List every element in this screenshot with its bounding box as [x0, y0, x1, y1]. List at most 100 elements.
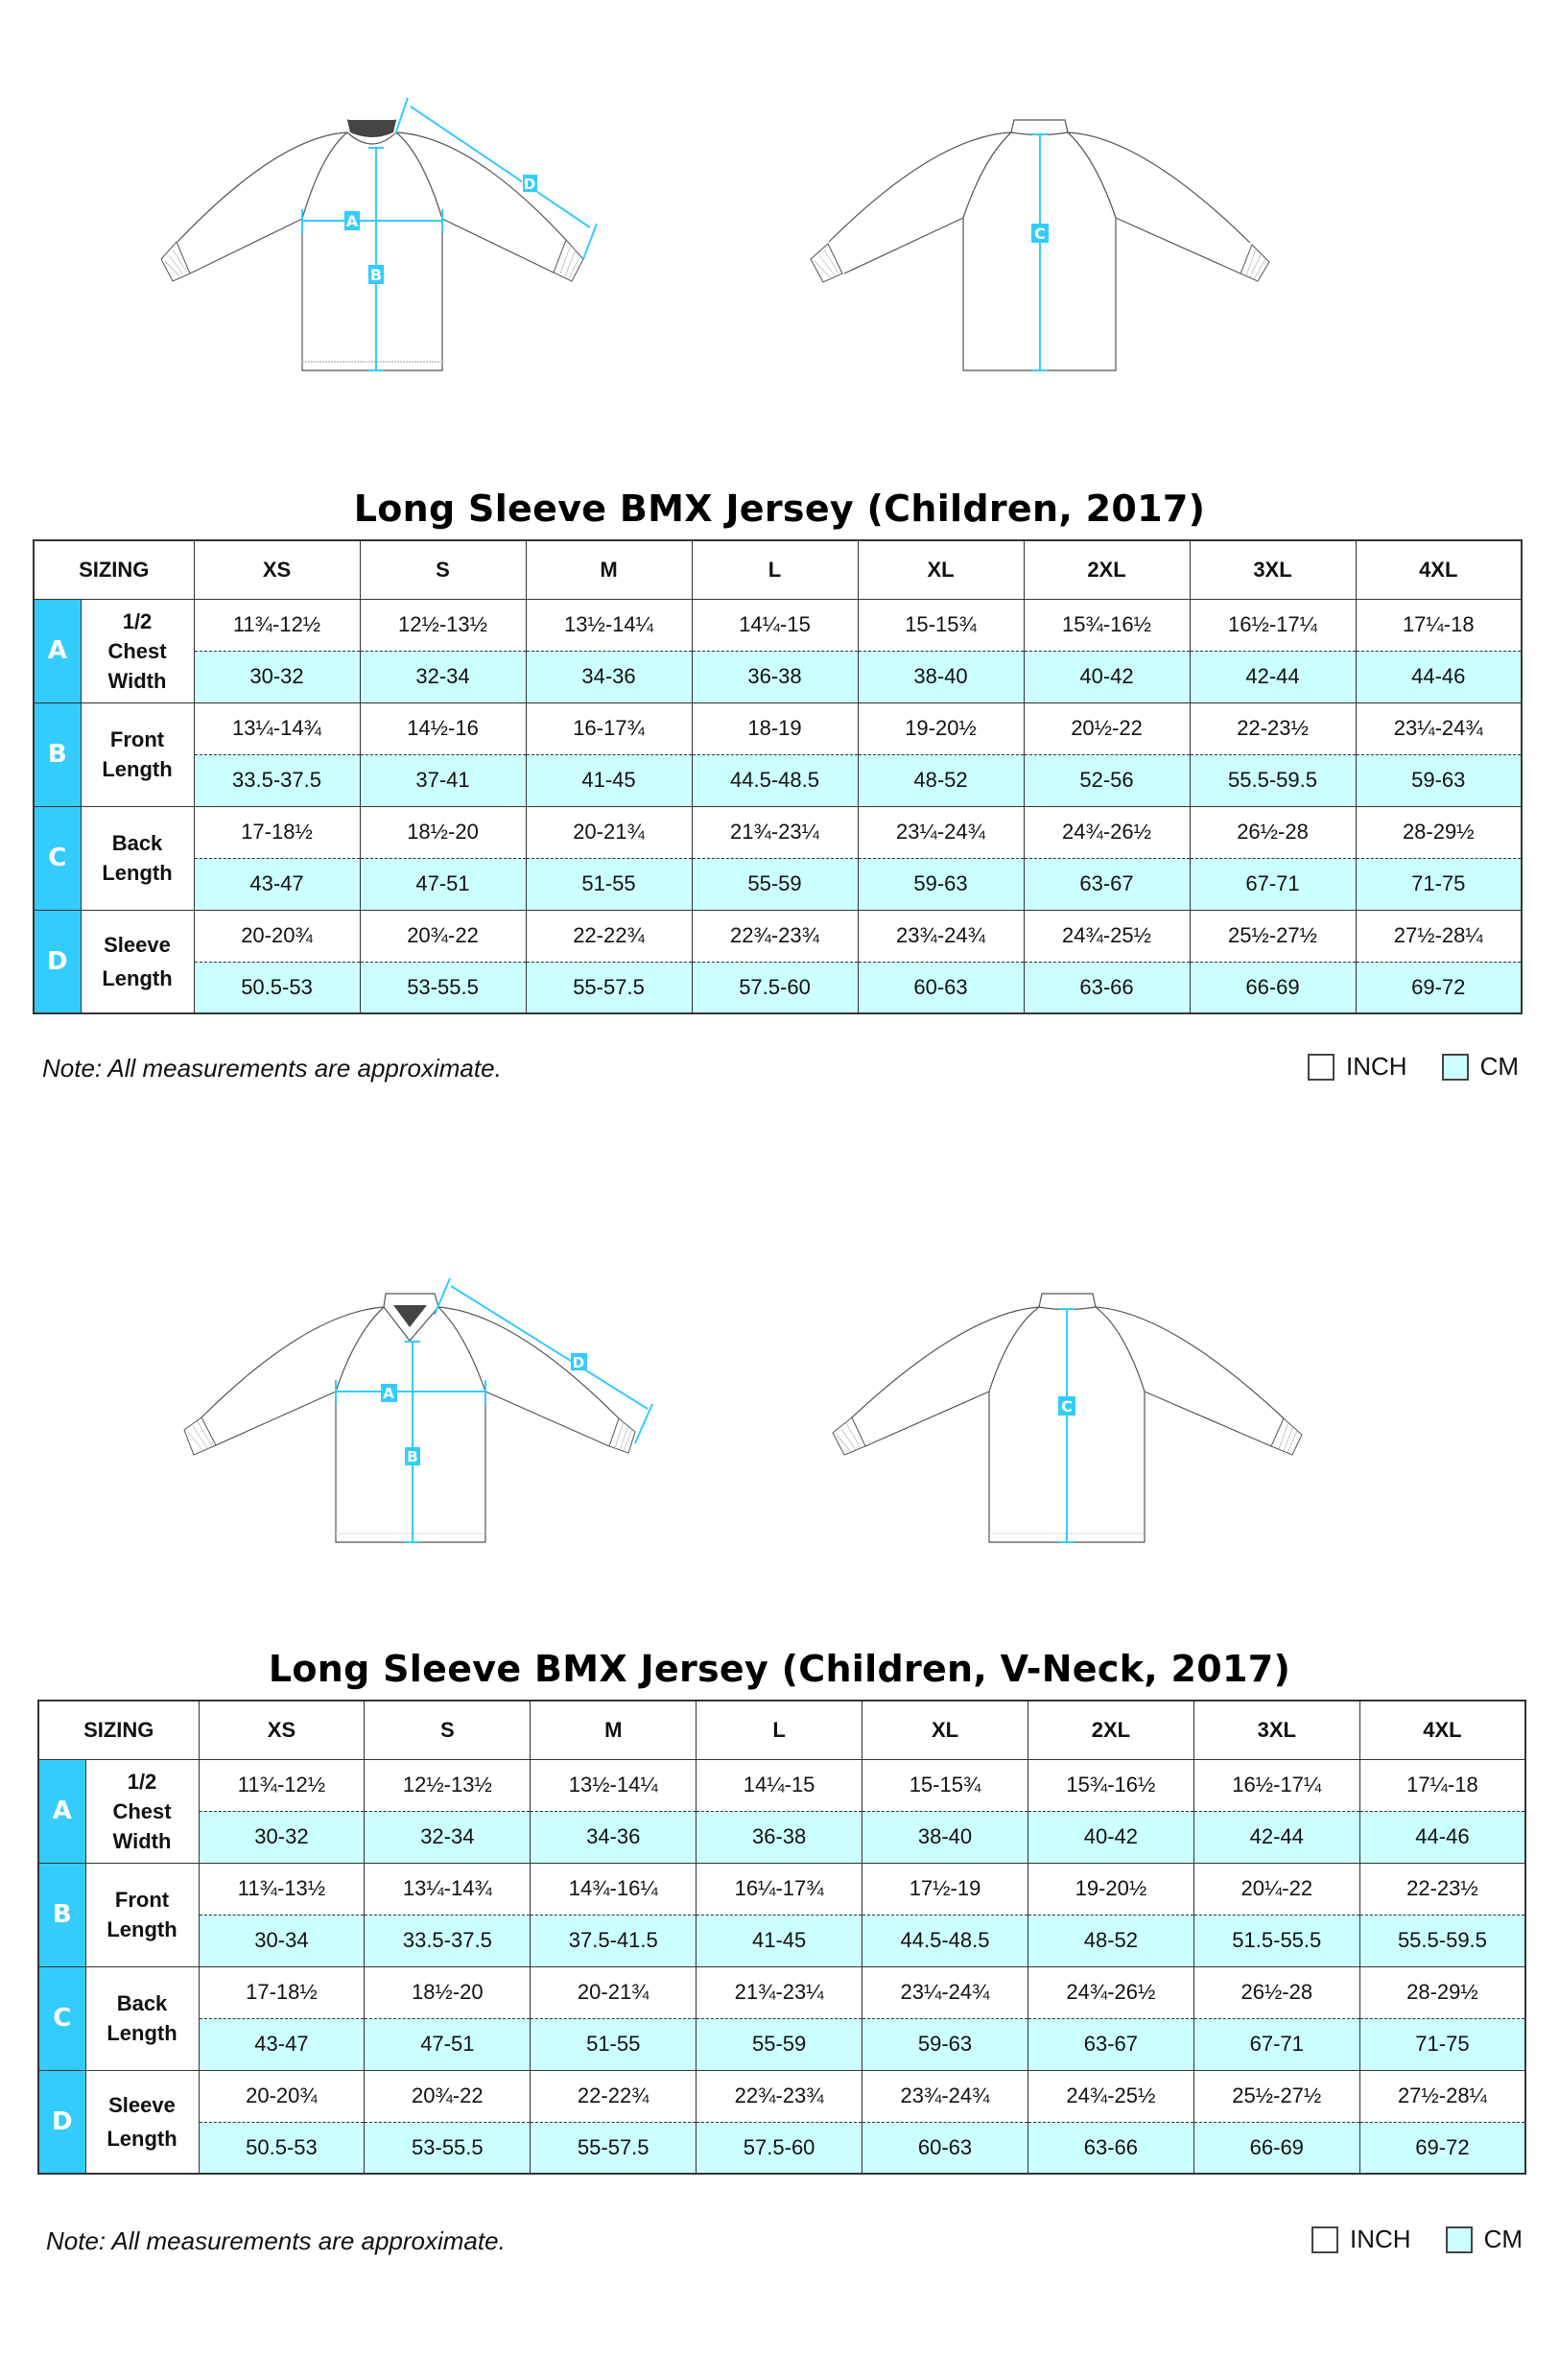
inch-value-cell: 24¾-25½	[1027, 2069, 1194, 2123]
inch-value-cell: 23¼-24¾	[1355, 702, 1523, 755]
cm-value-cell: 43-47	[198, 2017, 366, 2071]
cm-value-cell: 55-57.5	[530, 2121, 697, 2175]
cm-value-cell: 38-40	[862, 1810, 1028, 1864]
legend-inch-label: INCH	[1350, 2225, 1411, 2253]
svg-text:D: D	[524, 176, 535, 193]
cm-value-cell: 44-46	[1355, 650, 1523, 703]
cm-value-cell: 71-75	[1358, 2017, 1526, 2071]
cm-value-cell: 59-63	[862, 2017, 1028, 2071]
measurement-label-line: Length	[106, 1917, 177, 1941]
inch-value-cell: 17½-19	[862, 1862, 1028, 1916]
table-row-cm: 50.5-53 53-55.5 55-57.5 57.5-60 60-63 63-66 66…	[38, 2121, 1526, 2175]
legend-cm-label: CM	[1479, 1052, 1519, 1081]
measurement-label-line: Chest	[112, 1798, 172, 1823]
inch-value-cell: 23¼-24¾	[862, 1965, 1028, 2019]
size-header: 4XL	[1355, 539, 1523, 600]
size-header: 3XL	[1193, 1700, 1360, 1760]
inch-value-cell: 14½-16	[359, 702, 527, 755]
inch-value-cell: 20-21¾	[530, 1965, 697, 2019]
inch-value-cell: 28-29½	[1355, 805, 1523, 859]
cm-value-cell: 30-34	[198, 1914, 366, 1967]
cm-value-cell: 33.5-37.5	[364, 1914, 531, 1967]
inch-value-cell: 16½-17¼	[1189, 598, 1357, 652]
inch-value-cell: 14¼-15	[696, 1758, 863, 1812]
inch-value-cell: 15-15¾	[857, 598, 1025, 652]
inch-value-cell: 11¾-13½	[198, 1862, 366, 1916]
inch-value-cell: 24¾-26½	[1027, 1965, 1194, 2019]
measurement-label: Back Length	[80, 805, 195, 911]
cm-value-cell: 37-41	[359, 753, 527, 807]
cm-value-cell: 55-59	[691, 857, 859, 911]
cm-value-cell: 41-45	[525, 753, 693, 807]
cm-value-cell: 60-63	[862, 2121, 1028, 2175]
measurement-note: Note: All measurements are approximate.	[42, 1054, 502, 1083]
cm-value-cell: 67-71	[1189, 857, 1357, 911]
cm-value-cell: 48-52	[1027, 1914, 1194, 1967]
measurement-label-line: Length	[106, 2126, 177, 2151]
svg-text:D: D	[573, 1354, 584, 1371]
measurement-letter-badge: C	[33, 805, 82, 911]
table-row-cm: 33.5-37.5 37-41 41-45 44.5-48.5 48-52 52-56 55…	[34, 753, 1523, 807]
cm-value-cell: 63-67	[1023, 857, 1191, 911]
cm-value-cell: 57.5-60	[696, 2121, 863, 2175]
cm-swatch	[1445, 2225, 1473, 2253]
cm-value-cell: 37.5-41.5	[530, 1914, 697, 1967]
inch-value-cell: 12½-13½	[364, 1758, 531, 1812]
measurement-label-line: Back	[111, 831, 163, 855]
svg-text:C: C	[1034, 225, 1046, 243]
measurement-label: Sleeve Length	[84, 2069, 200, 2175]
table-body: A 1/2 Chest Width 11¾-12½ 12½-13½ 13½-14¼ 14¼-1…	[37, 1758, 1526, 2175]
cm-value-cell: 30-32	[198, 1810, 366, 1864]
table-row-inch: B Front Length 11¾-13½ 13¼-14¾ 14¾-16¼ 16¼-17¾…	[37, 1862, 1526, 1967]
inch-value-cell: 26½-28	[1193, 1965, 1360, 2019]
cm-value-cell: 57.5-60	[691, 961, 859, 1014]
inch-value-cell: 19-20½	[857, 702, 1025, 755]
svg-text:B: B	[407, 1448, 417, 1465]
inch-value-cell: 26½-28	[1189, 805, 1357, 859]
size-header: M	[530, 1700, 697, 1760]
measurement-label-line: Length	[106, 2021, 177, 2045]
inch-value-cell: 19-20½	[1027, 1862, 1194, 1916]
measurement-letter-badge: C	[37, 1965, 86, 2071]
inch-value-cell: 28-29½	[1358, 1965, 1526, 2019]
cm-value-cell: 32-34	[364, 1810, 531, 1864]
cm-value-cell: 55.5-59.5	[1358, 1914, 1526, 1967]
measurement-label: Front Length	[80, 702, 195, 807]
inch-value-cell: 20-21¾	[525, 805, 693, 859]
measurement-label-line: 1/2	[122, 608, 153, 633]
cm-value-cell: 40-42	[1023, 650, 1191, 703]
measurement-note: Note: All measurements are approximate.	[46, 2226, 506, 2255]
measurement-label: Back Length	[84, 1965, 200, 2071]
table-row-inch: C Back Length 17-18½ 18½-20 20-21¾ 21¾-23¼ 23¼-…	[37, 1965, 1526, 2071]
cm-value-cell: 66-69	[1193, 2121, 1360, 2175]
inch-swatch	[1308, 1053, 1335, 1081]
cm-value-cell: 71-75	[1355, 857, 1523, 911]
jersey-back-diagram: C	[796, 77, 1372, 393]
table-row-cm: 50.5-53 53-55.5 55-57.5 57.5-60 60-63 63-66 66…	[34, 961, 1523, 1014]
measurement-label-line: Front	[109, 727, 165, 751]
cm-value-cell: 55-59	[696, 2017, 863, 2071]
cm-value-cell: 36-38	[691, 650, 859, 703]
sizing-header: SIZING	[33, 539, 195, 600]
cm-value-cell: 50.5-53	[198, 2121, 366, 2175]
inch-value-cell: 23¼-24¾	[857, 805, 1025, 859]
inch-value-cell: 11¾-12½	[198, 1758, 366, 1812]
cm-value-cell: 69-72	[1358, 2121, 1526, 2175]
size-header: S	[359, 539, 527, 600]
size-header: S	[364, 1700, 531, 1760]
measurement-label-line: Width	[112, 1828, 172, 1853]
inch-value-cell: 22¾-23¾	[691, 909, 859, 963]
cm-value-cell: 30-32	[193, 650, 361, 703]
cm-value-cell: 38-40	[857, 650, 1025, 703]
cm-swatch	[1441, 1053, 1469, 1081]
inch-value-cell: 20-20¾	[198, 2069, 366, 2123]
measurement-letter-badge: A	[33, 598, 82, 703]
table-row-inch: D Sleeve Length 20-20¾ 20¾-22 22-22¾ 22¾-23¾ 23…	[37, 2069, 1526, 2175]
size-header: XS	[193, 539, 361, 600]
inch-value-cell: 13½-14¼	[530, 1758, 697, 1812]
table-row-inch: C Back Length 17-18½ 18½-20 20-21¾ 21¾-23¼ 23¼-…	[33, 805, 1523, 911]
size-header: 4XL	[1358, 1700, 1526, 1760]
table-row-inch: B Front Length 13¼-14¾ 14½-16 16-17¾ 18-19 19-2…	[33, 702, 1523, 807]
cm-value-cell: 59-63	[857, 857, 1025, 911]
inch-value-cell: 20¼-22	[1193, 1862, 1360, 1916]
